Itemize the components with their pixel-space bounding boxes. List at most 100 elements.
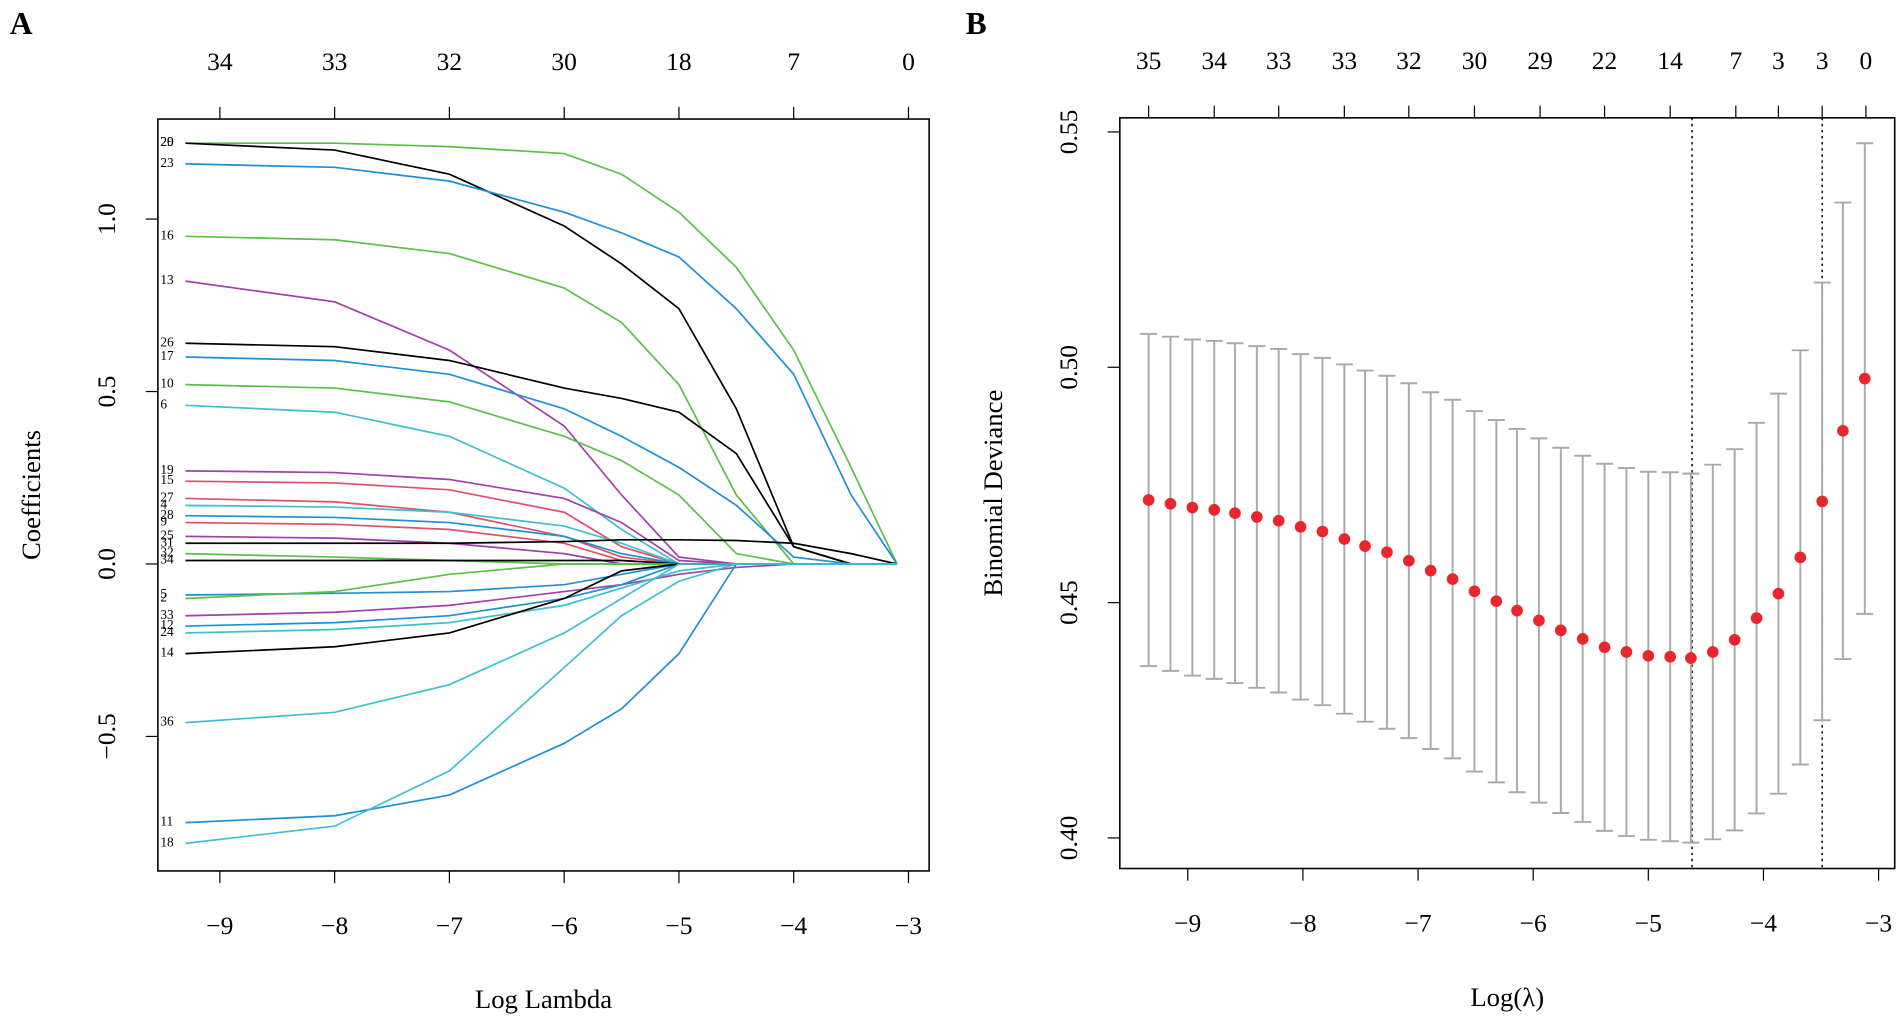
top-tick-label: 29 <box>1527 46 1552 75</box>
mean-point <box>1642 649 1655 662</box>
path-label: 23 <box>160 155 174 170</box>
y-tick-label: 0.0 <box>92 548 121 580</box>
x-tick-label: −7 <box>436 911 463 940</box>
coef-path <box>185 563 898 596</box>
top-tick-label: 33 <box>322 47 347 76</box>
mean-point <box>1251 511 1263 523</box>
mean-point <box>1359 540 1371 552</box>
coef-path <box>185 280 898 565</box>
y-tick-label: 0.50 <box>1054 345 1083 390</box>
mean-point <box>1750 612 1763 624</box>
coef-path <box>185 142 898 565</box>
mean-point <box>1142 494 1155 506</box>
path-label: 33 <box>160 607 174 622</box>
mean-point <box>1186 501 1199 514</box>
coef-path <box>185 504 898 565</box>
y-tick-label: −0.5 <box>92 713 121 759</box>
x-tick-label: −9 <box>1174 908 1201 937</box>
plot-frame <box>1119 117 1896 870</box>
x-tick-label: −6 <box>551 911 578 940</box>
path-label: 28 <box>160 507 174 522</box>
path-label: 18 <box>160 834 174 849</box>
mean-point <box>1294 520 1307 533</box>
path-label: 17 <box>160 348 174 363</box>
path-label: 12 <box>160 617 173 632</box>
top-tick-label: 22 <box>1592 46 1617 75</box>
mean-point <box>1794 551 1807 564</box>
path-label: 9 <box>160 514 167 529</box>
x-tick-label: −8 <box>1289 908 1316 937</box>
coef-path <box>185 563 898 600</box>
y-tick-label: 0.5 <box>92 376 121 408</box>
mean-point <box>1490 595 1503 608</box>
x-tick-label: −6 <box>1520 908 1547 937</box>
x-tick-label: −9 <box>206 911 233 940</box>
y-axis-title: Coefficients <box>16 430 46 560</box>
mean-point <box>1837 424 1849 437</box>
top-tick-label: 7 <box>787 47 800 76</box>
mean-point <box>1533 614 1545 627</box>
mean-point <box>1858 372 1871 385</box>
mean-point <box>1381 546 1393 559</box>
x-tick-label: −4 <box>1750 908 1777 937</box>
plot-frame <box>157 118 930 872</box>
top-tick-label: 3 <box>1816 46 1829 75</box>
mean-point <box>1685 652 1697 664</box>
path-label: 15 <box>160 472 174 487</box>
mean-point <box>1272 514 1285 527</box>
path-label: 20 <box>160 134 174 149</box>
x-tick-label: −5 <box>1635 908 1662 937</box>
top-tick-label: 14 <box>1657 46 1683 75</box>
mean-point <box>1706 646 1719 658</box>
top-tick-label: 3 <box>1772 46 1785 75</box>
mean-point <box>1576 633 1589 645</box>
mean-point <box>1598 641 1611 654</box>
mean-point <box>1316 525 1329 538</box>
coef-path <box>185 235 898 565</box>
mean-point <box>1664 650 1677 663</box>
path-label: 26 <box>160 334 174 349</box>
path-label: 31 <box>160 534 173 549</box>
coef-path <box>185 563 898 845</box>
x-tick-label: −4 <box>780 911 807 940</box>
top-tick-label: 34 <box>207 47 233 76</box>
path-label: 13 <box>160 272 174 287</box>
panel-label: B <box>966 6 987 41</box>
mean-point <box>1402 554 1415 567</box>
coef-path <box>185 563 898 617</box>
path-label: 25 <box>160 527 174 542</box>
x-axis-title: Log(λ) <box>1470 982 1544 1012</box>
path-label: 4 <box>160 496 167 511</box>
top-tick-label: 35 <box>1136 46 1161 75</box>
path-label: 19 <box>160 462 174 477</box>
top-tick-label: 18 <box>666 47 691 76</box>
path-label: 36 <box>160 714 174 729</box>
top-tick-label: 33 <box>1332 46 1357 75</box>
path-label: 34 <box>160 552 174 567</box>
top-tick-label: 0 <box>902 47 915 76</box>
x-tick-label: −8 <box>321 911 348 940</box>
coef-path <box>185 563 898 824</box>
path-label: 29 <box>160 134 174 149</box>
x-tick-label: −3 <box>1865 908 1892 937</box>
path-label: 24 <box>160 624 174 639</box>
y-tick-label: 0.40 <box>1054 816 1083 861</box>
path-label: 14 <box>160 645 174 660</box>
mean-point <box>1816 495 1829 508</box>
top-tick-label: 30 <box>1462 46 1487 75</box>
y-axis-title: Binomial Deviance <box>978 390 1008 597</box>
path-label: 27 <box>160 490 174 505</box>
y-tick-label: 1.0 <box>92 203 121 235</box>
coef-path <box>185 563 898 634</box>
y-tick-label: 0.45 <box>1054 580 1083 625</box>
coef-path <box>185 342 898 565</box>
path-label: 2 <box>160 590 167 605</box>
mean-point <box>1468 585 1481 598</box>
top-tick-label: 30 <box>551 47 576 76</box>
coef-path <box>185 356 898 565</box>
path-label: 11 <box>160 814 173 829</box>
mean-point <box>1728 633 1741 646</box>
path-label: 5 <box>160 586 167 601</box>
